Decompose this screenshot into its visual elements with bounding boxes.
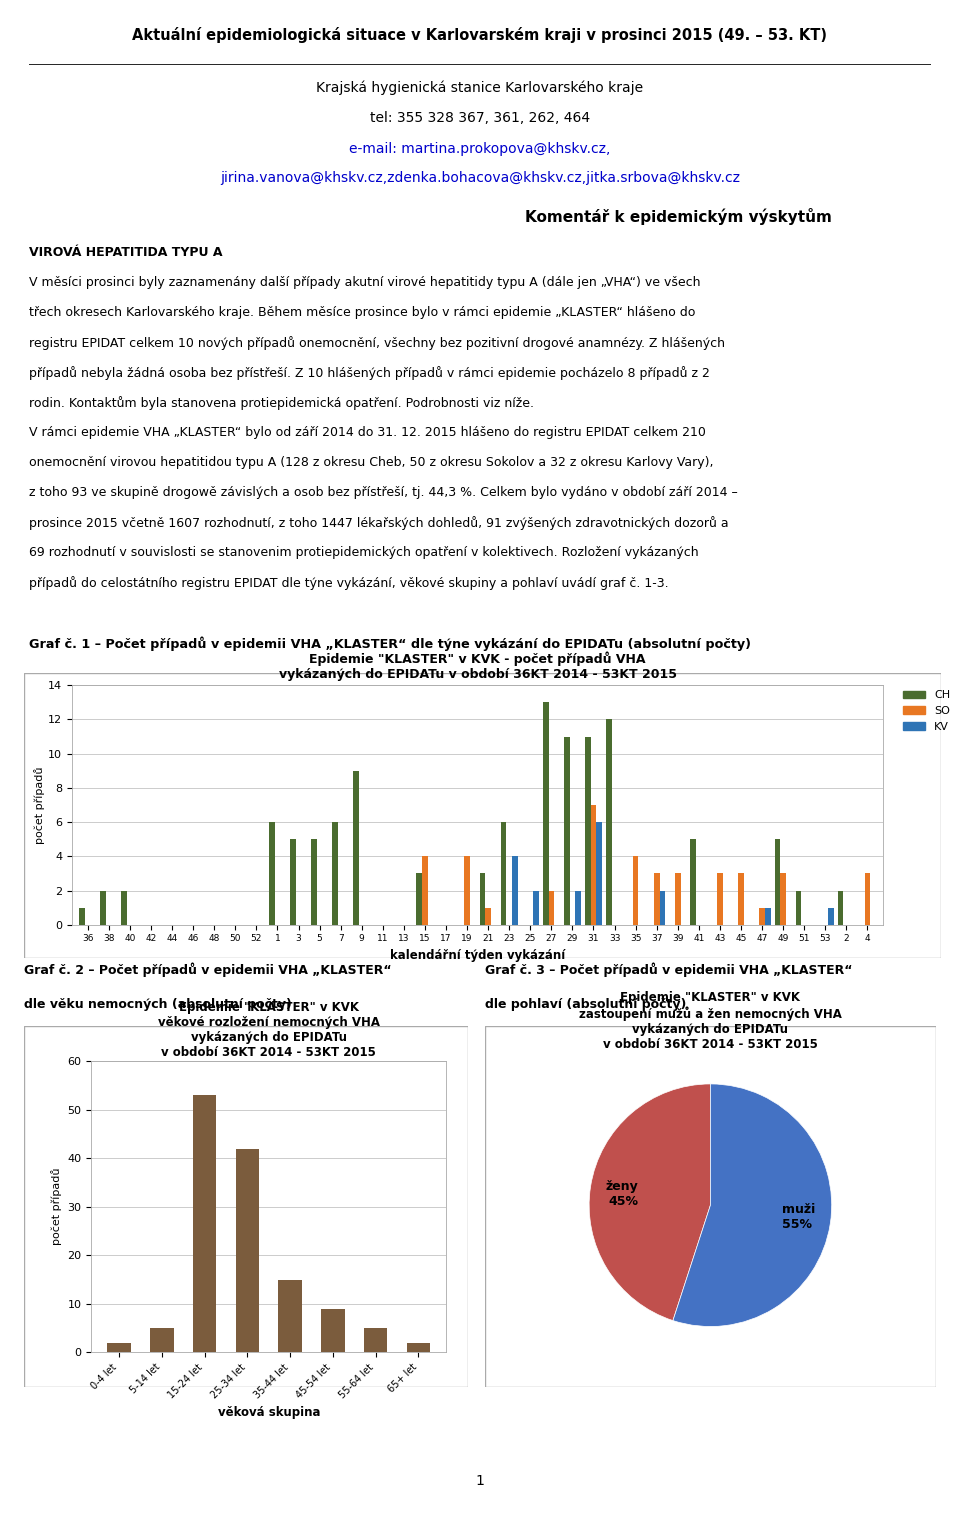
- Bar: [278, 1280, 302, 1352]
- Text: 69 rozhodnutí v souvislosti se stanovenim protiepidemických opatření v kolektive: 69 rozhodnutí v souvislosti se stanoveni…: [29, 546, 699, 559]
- Text: ženy
45%: ženy 45%: [606, 1179, 638, 1208]
- Bar: [465, 857, 469, 925]
- Bar: [533, 890, 539, 925]
- Bar: [121, 890, 127, 925]
- Text: muži
55%: muži 55%: [782, 1202, 816, 1231]
- Text: Graf č. 1 – Počet případů v epidemii VHA „KLASTER“ dle týne vykázání do EPIDATu : Graf č. 1 – Počet případů v epidemii VHA…: [29, 637, 751, 650]
- Title: Epidemie "KLASTER" v KVK
zastoupení mužů a žen nemocných VHA
vykázaných do EPIDA: Epidemie "KLASTER" v KVK zastoupení mužů…: [579, 991, 842, 1051]
- Text: registru EPIDAT celkem 10 nových případů onemocnění, všechny bez pozitivní drogo: registru EPIDAT celkem 10 nových případů…: [29, 337, 725, 350]
- Text: VIROVÁ HEPATITIDA TYPU A: VIROVÁ HEPATITIDA TYPU A: [29, 246, 223, 259]
- Bar: [775, 840, 780, 925]
- Text: dle věku nemocných (absolutní počty): dle věku nemocných (absolutní počty): [24, 998, 292, 1011]
- Text: prosince 2015 včetně 1607 rozhodnutí, z toho 1447 lékařských dohledů, 91 zvýšený: prosince 2015 včetně 1607 rozhodnutí, z …: [29, 517, 729, 531]
- Bar: [590, 805, 596, 925]
- Bar: [108, 1343, 131, 1352]
- Bar: [150, 1328, 174, 1352]
- Bar: [717, 873, 723, 925]
- Text: Graf č. 2 – Počet případů v epidemii VHA „KLASTER“: Graf č. 2 – Počet případů v epidemii VHA…: [24, 963, 392, 978]
- Bar: [675, 873, 681, 925]
- Bar: [564, 737, 569, 925]
- Bar: [290, 840, 296, 925]
- Wedge shape: [673, 1084, 831, 1326]
- Bar: [780, 873, 786, 925]
- Text: Graf č. 3 – Počet případů v epidemii VHA „KLASTER“: Graf č. 3 – Počet případů v epidemii VHA…: [485, 963, 852, 978]
- Bar: [596, 822, 602, 925]
- Bar: [422, 857, 428, 925]
- Legend: CH, SO, KV: CH, SO, KV: [899, 687, 954, 735]
- Bar: [738, 873, 744, 925]
- Bar: [193, 1095, 216, 1352]
- Bar: [407, 1343, 430, 1352]
- Bar: [796, 890, 802, 925]
- Bar: [606, 720, 612, 925]
- Bar: [690, 840, 696, 925]
- Bar: [765, 908, 771, 925]
- Text: jirina.vanova@khskv.cz,zdenka.bohacova@khskv.cz,jitka.srbova@khskv.cz: jirina.vanova@khskv.cz,zdenka.bohacova@k…: [220, 171, 740, 185]
- Text: rodin. Kontaktům byla stanovena protiepidemická opatření. Podrobnosti viz níže.: rodin. Kontaktům byla stanovena protiepi…: [29, 396, 534, 409]
- Text: případů nebyla žádná osoba bez přístřeší. Z 10 hlášených případů v rámci epidemi: případů nebyla žádná osoba bez přístřeší…: [29, 365, 709, 381]
- Text: V měsíci prosinci byly zaznamenány další případy akutní virové hepatitidy typu A: V měsíci prosinci byly zaznamenány další…: [29, 276, 700, 288]
- Bar: [865, 873, 871, 925]
- Y-axis label: počet případů: počet případů: [51, 1167, 61, 1246]
- Bar: [585, 737, 590, 925]
- Text: 1: 1: [475, 1474, 485, 1489]
- Bar: [311, 840, 317, 925]
- Bar: [417, 873, 422, 925]
- Bar: [480, 873, 486, 925]
- Bar: [838, 890, 844, 925]
- Bar: [486, 908, 491, 925]
- Text: z toho 93 ve skupině drogowě závislých a osob bez přístřeší, tj. 44,3 %. Celkem : z toho 93 ve skupině drogowě závislých a…: [29, 487, 737, 499]
- Text: e-mail: martina.prokopova@khskv.cz,: e-mail: martina.prokopova@khskv.cz,: [349, 143, 611, 156]
- Bar: [322, 1308, 345, 1352]
- Bar: [353, 770, 359, 925]
- Bar: [332, 822, 338, 925]
- Bar: [101, 890, 106, 925]
- X-axis label: věková skupina: věková skupina: [218, 1405, 320, 1419]
- Text: Krajská hygienická stanice Karlovarského kraje: Krajská hygienická stanice Karlovarského…: [317, 80, 643, 96]
- Wedge shape: [589, 1084, 710, 1320]
- Text: tel: 355 328 367, 361, 262, 464: tel: 355 328 367, 361, 262, 464: [370, 111, 590, 124]
- Title: Epidemie "KLASTER" v KVK - počet případů VHA
vykázaných do EPIDATu v období 36KT: Epidemie "KLASTER" v KVK - počet případů…: [278, 652, 677, 681]
- Text: Komentář k epidemickým výskytům: Komentář k epidemickým výskytům: [525, 208, 832, 226]
- Bar: [269, 822, 275, 925]
- Bar: [364, 1328, 388, 1352]
- Bar: [654, 873, 660, 925]
- Bar: [235, 1149, 259, 1352]
- Text: případů do celostátního registru EPIDAT dle týne vykázání, věkové skupiny a pohl: případů do celostátního registru EPIDAT …: [29, 576, 668, 590]
- Title: Epidemie "KLASTER" v KVK
věkové rozložení nemocných VHA
vykázaných do EPIDATu
v : Epidemie "KLASTER" v KVK věkové rozložen…: [157, 1001, 380, 1058]
- Bar: [80, 908, 84, 925]
- X-axis label: kalendářní týden vykázání: kalendářní týden vykázání: [390, 949, 565, 963]
- Text: třech okresech Karlovarského kraje. Během měsíce prosince bylo v rámci epidemie : třech okresech Karlovarského kraje. Běhe…: [29, 306, 695, 318]
- Text: onemocnění virovou hepatitidou typu A (128 z okresu Cheb, 50 z okresu Sokolov a : onemocnění virovou hepatitidou typu A (1…: [29, 456, 713, 468]
- Bar: [542, 702, 548, 925]
- Bar: [575, 890, 581, 925]
- Text: Aktuální epidemiologická situace v Karlovarském kraji v prosinci 2015 (49. – 53.: Aktuální epidemiologická situace v Karlo…: [132, 27, 828, 42]
- Y-axis label: počet případů: počet případů: [35, 766, 45, 844]
- Bar: [660, 890, 665, 925]
- Bar: [512, 857, 517, 925]
- Bar: [548, 890, 554, 925]
- Bar: [501, 822, 506, 925]
- Text: V rámci epidemie VHA „KLASTER“ bylo od září 2014 do 31. 12. 2015 hlášeno do regi: V rámci epidemie VHA „KLASTER“ bylo od z…: [29, 426, 706, 440]
- Text: dle pohlaví (absolutní počty): dle pohlaví (absolutní počty): [485, 998, 686, 1011]
- Bar: [828, 908, 834, 925]
- Bar: [759, 908, 765, 925]
- Bar: [633, 857, 638, 925]
